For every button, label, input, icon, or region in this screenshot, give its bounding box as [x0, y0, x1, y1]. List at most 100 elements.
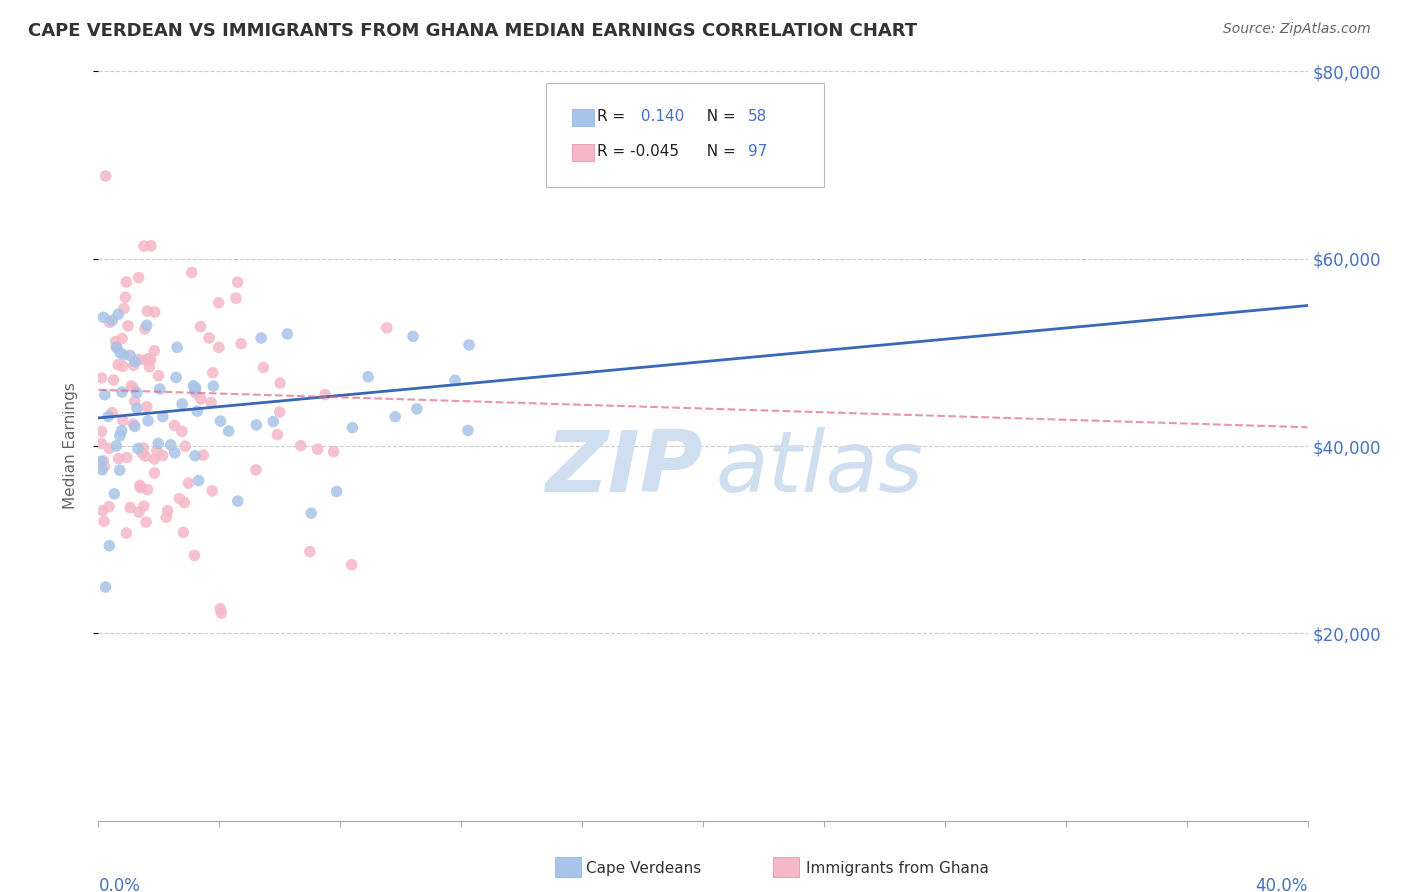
Point: [114, 290, 136, 304]
Point: [143, 343, 166, 358]
Point: [103, 487, 125, 501]
Point: [120, 348, 142, 362]
Point: [105, 340, 128, 354]
Point: [298, 544, 321, 558]
Point: [226, 275, 249, 289]
Text: N =: N =: [697, 109, 741, 124]
Point: [131, 446, 153, 460]
Point: [107, 358, 129, 372]
Point: [128, 270, 150, 285]
Point: [105, 340, 128, 354]
Point: [357, 369, 380, 384]
Point: [129, 480, 152, 494]
Point: [136, 304, 159, 318]
Point: [93, 454, 115, 468]
Point: [122, 417, 145, 431]
Text: 97: 97: [748, 144, 768, 159]
Point: [163, 446, 186, 460]
Point: [134, 322, 156, 336]
Point: [143, 452, 166, 467]
Point: [340, 558, 363, 572]
Point: [299, 506, 322, 520]
Point: [94, 388, 117, 402]
Point: [112, 301, 135, 316]
Bar: [572, 109, 593, 126]
Point: [155, 510, 177, 524]
Point: [132, 441, 155, 455]
Point: [444, 373, 467, 387]
Point: [276, 326, 298, 341]
Point: [108, 346, 131, 360]
Point: [120, 379, 142, 393]
Point: [90, 436, 112, 450]
Point: [117, 318, 139, 333]
Point: [190, 392, 212, 406]
Point: [307, 442, 329, 457]
Point: [111, 385, 134, 400]
Point: [402, 329, 425, 343]
Point: [127, 442, 149, 456]
Text: 0.140: 0.140: [637, 109, 685, 124]
Point: [193, 448, 215, 462]
Point: [90, 425, 112, 439]
Point: [208, 340, 231, 354]
Point: [201, 483, 224, 498]
Point: [104, 334, 127, 349]
Point: [200, 395, 222, 409]
Point: [121, 381, 143, 395]
Point: [209, 414, 232, 428]
Point: [190, 319, 212, 334]
Point: [406, 401, 429, 416]
Text: Immigrants from Ghana: Immigrants from Ghana: [806, 862, 988, 876]
Point: [180, 265, 202, 279]
Point: [177, 476, 200, 491]
Point: [136, 414, 159, 428]
Point: [269, 405, 291, 419]
Point: [314, 387, 336, 401]
Point: [134, 353, 156, 368]
Point: [202, 379, 225, 393]
Point: [108, 463, 131, 477]
Point: [91, 504, 114, 518]
Point: [187, 474, 209, 488]
Point: [186, 404, 208, 418]
Point: [134, 449, 156, 463]
Text: Source: ZipAtlas.com: Source: ZipAtlas.com: [1223, 22, 1371, 37]
Point: [229, 336, 252, 351]
Point: [152, 449, 174, 463]
Point: [165, 370, 187, 384]
Point: [384, 409, 406, 424]
Y-axis label: Median Earnings: Median Earnings: [63, 383, 77, 509]
Point: [375, 320, 398, 334]
Point: [115, 526, 138, 541]
Text: CAPE VERDEAN VS IMMIGRANTS FROM GHANA MEDIAN EARNINGS CORRELATION CHART: CAPE VERDEAN VS IMMIGRANTS FROM GHANA ME…: [28, 22, 917, 40]
Point: [184, 383, 207, 397]
Point: [156, 504, 179, 518]
Point: [125, 385, 148, 400]
Point: [101, 313, 124, 327]
Point: [208, 295, 231, 310]
Point: [143, 305, 166, 319]
Point: [90, 371, 112, 385]
Point: [136, 483, 159, 497]
Point: [342, 420, 364, 434]
Point: [111, 414, 134, 428]
Point: [211, 606, 233, 620]
Point: [128, 505, 150, 519]
Point: [135, 400, 157, 414]
Point: [101, 406, 124, 420]
Point: [143, 466, 166, 480]
Point: [325, 484, 347, 499]
Point: [174, 439, 197, 453]
Point: [266, 427, 288, 442]
Point: [120, 500, 142, 515]
Point: [172, 397, 194, 411]
Point: [124, 419, 146, 434]
Point: [115, 450, 138, 465]
Point: [218, 424, 240, 438]
Text: Cape Verdeans: Cape Verdeans: [586, 862, 702, 876]
Point: [290, 439, 312, 453]
Point: [172, 525, 194, 540]
Point: [226, 494, 249, 508]
Point: [183, 549, 205, 563]
